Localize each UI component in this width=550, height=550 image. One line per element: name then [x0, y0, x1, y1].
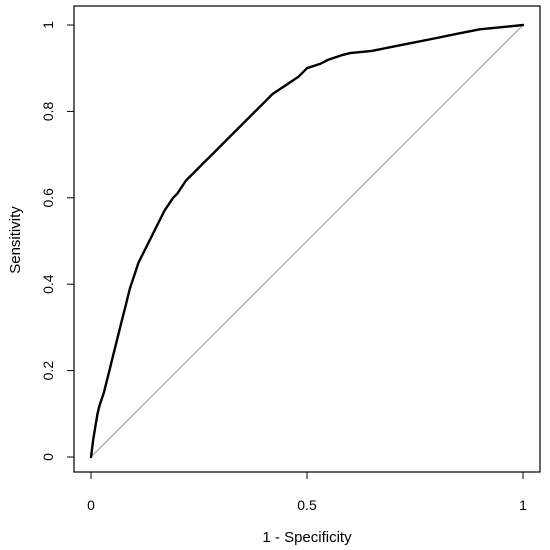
y-axis-title: Sensitivity — [7, 206, 24, 274]
x-tick-label: 0.5 — [297, 497, 317, 513]
roc-curve-line — [89, 23, 525, 459]
x-axis: 0 0.5 1 — [87, 472, 527, 513]
reference-diagonal-line — [90, 24, 524, 458]
y-tick-label: 0.2 — [40, 361, 56, 381]
x-axis-title: 1 - Specificity — [262, 529, 352, 546]
y-axis: 0 0.2 0.4 0.6 0.8 1 — [40, 21, 74, 461]
plot-frame — [73, 5, 541, 473]
y-tick-label: 0.8 — [40, 101, 56, 121]
x-tick-label: 0 — [87, 497, 95, 513]
y-tick-label: 0 — [40, 453, 56, 461]
y-tick-label: 1 — [40, 21, 56, 29]
y-tick-label: 0.6 — [40, 188, 56, 208]
y-tick-label: 0.4 — [40, 274, 56, 294]
x-tick-label: 1 — [519, 497, 527, 513]
